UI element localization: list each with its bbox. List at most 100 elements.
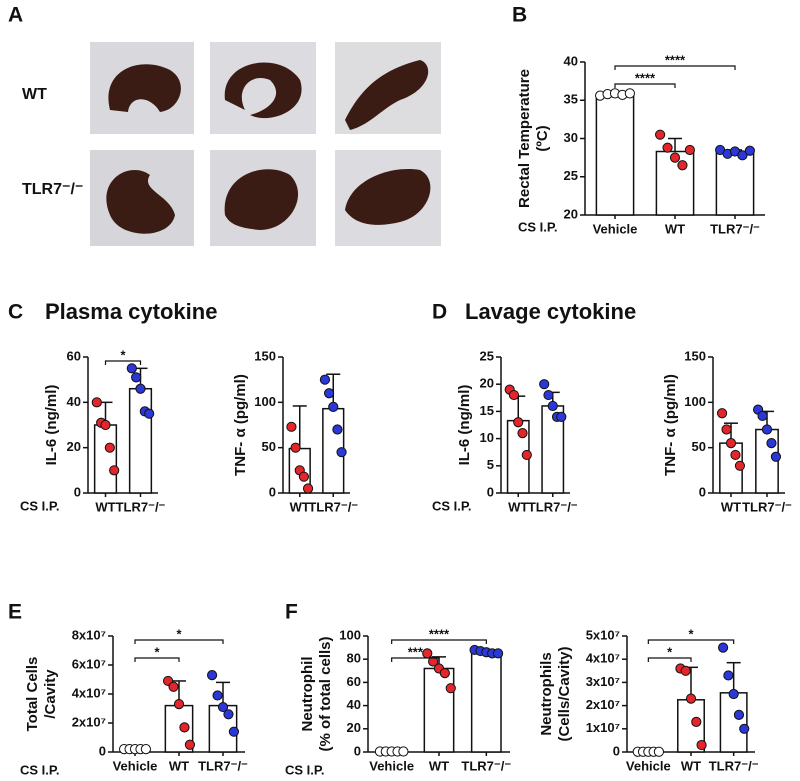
y-axis-label: (ºC) [534,125,551,151]
y-tick-label: 25 [564,168,578,183]
data-point [323,388,335,399]
data-point [677,160,688,171]
bar [719,692,748,753]
x-tick-label: TLR7⁻/⁻ [710,221,760,236]
data-point [332,424,343,435]
y-tick-label: 20 [564,206,578,221]
y-tick-label: 100 [254,394,276,409]
data-point [739,723,750,734]
y-tick-label: 35 [564,92,578,107]
significance-bracket [391,639,487,644]
y-tick-label: 6x10⁷ [72,656,106,671]
y-tick-label: 3x10⁷ [586,674,620,689]
significance-bracket [647,657,692,662]
y-axis-label: (% of total cells) [317,636,334,751]
tissue [224,169,299,230]
data-point [684,144,695,156]
data-point [766,438,777,449]
y-tick-label: 60 [67,348,81,363]
data-point [109,465,120,476]
data-point [669,152,681,163]
data-point [217,701,229,713]
tissue [345,169,431,225]
x-tick-label: WT [169,758,189,773]
group-label: CS I.P. [432,498,472,513]
significance-bracket [614,65,736,70]
y-axis-label: Total Cells [24,657,41,732]
x-tick-label: WT [665,221,685,236]
data-point [744,145,755,156]
y-tick-label: 100 [339,627,361,642]
data-point [696,739,707,751]
x-tick-label: Vehicle [113,758,158,773]
data-point [539,379,550,390]
data-point [492,648,504,659]
y-tick-label: 80 [347,651,361,666]
data-point [422,648,433,659]
data-point [716,408,728,419]
y-axis-label: IL-6 (ng/ml) [456,385,473,466]
y-tick-label: 0 [699,484,706,499]
y-tick-label: 15 [480,403,494,418]
y-axis-label: IL-6 (ng/ml) [43,385,60,466]
data-point [100,419,111,431]
data-point [184,739,196,750]
data-point [126,363,137,374]
y-tick-label: 40 [67,394,81,409]
panel-label: F [285,601,298,624]
data-point [662,142,673,153]
y-tick-label: 2x10⁷ [72,714,106,729]
y-tick-label: 60 [347,674,361,689]
data-point [212,690,223,701]
y-tick-label: 0 [487,484,494,499]
tissue [106,169,175,234]
significance-label: **** [665,52,686,67]
significance-bracket [614,83,676,88]
data-point [770,451,782,462]
y-tick-label: 0 [354,743,361,758]
data-point [721,424,732,435]
y-tick-label: 150 [254,348,276,363]
bar [93,424,118,494]
data-point [131,372,142,383]
tissue [345,60,429,130]
data-point [737,150,748,161]
data-point [298,471,310,482]
data-point [655,129,666,140]
data-point [685,693,697,704]
y-tick-label: 2x10⁷ [586,697,620,712]
group-label: CS I.P. [285,762,325,777]
group-label: CS I.P. [20,498,60,513]
y-tick-label: 40 [347,697,361,712]
x-tick-label: WT [721,499,741,514]
data-point [734,460,746,471]
data-point [445,683,456,694]
y-tick-label: 20 [347,720,361,735]
y-tick-label: 0 [74,484,81,499]
data-point [91,397,102,408]
bar [595,93,635,216]
x-tick-label: Vehicle [593,221,638,236]
data-point [723,670,734,681]
panel-label: D [432,301,447,324]
section-title: Plasma cytokine [45,299,217,324]
bar [423,667,455,753]
y-axis-label: Neutrophils [538,652,555,735]
significance-bracket [134,639,224,644]
y-tick-label: 4x10⁷ [72,685,106,700]
panel-label: E [8,601,22,624]
row-label: WT [22,86,47,103]
data-point [547,400,558,412]
data-point [286,421,297,432]
significance-bracket [391,657,440,662]
y-tick-label: 8x10⁷ [72,627,106,642]
photo-grid [90,42,441,246]
data-point [173,699,185,710]
y-axis-label: TNF- α (pg/ml) [232,374,249,476]
data-point [717,642,729,653]
y-axis-label: Rectal Temperature [516,69,533,208]
y-tick-label: 50 [262,439,276,454]
data-point [135,383,146,394]
data-point [140,744,152,755]
significance-label: * [176,626,182,641]
